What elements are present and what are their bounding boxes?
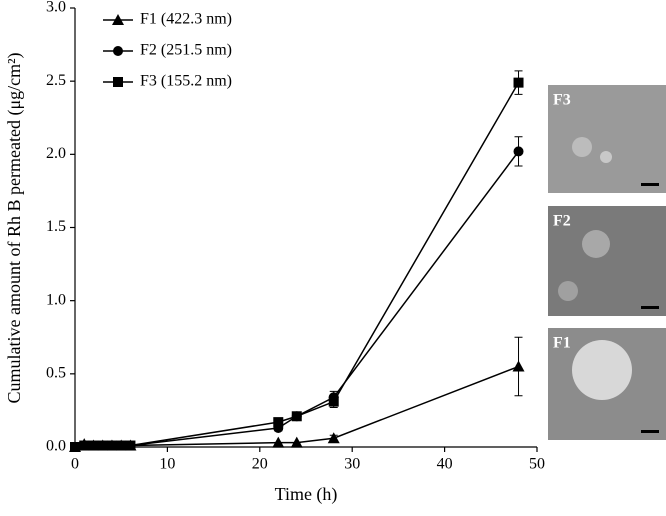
x-axis-label: Time (h) <box>275 484 338 505</box>
micrograph <box>548 85 666 193</box>
scale-bar <box>641 183 659 186</box>
particle <box>600 151 612 163</box>
particle <box>572 340 632 400</box>
x-tick-label: 50 <box>529 456 545 473</box>
x-tick-label: 20 <box>252 456 268 473</box>
marker <box>116 440 127 451</box>
x-tick-label: 30 <box>344 456 360 473</box>
inset-label: F2 <box>553 213 571 230</box>
legend-label: F3 (155.2 nm) <box>140 73 232 90</box>
marker <box>79 440 90 451</box>
particle <box>572 137 592 157</box>
series-line <box>74 150 520 448</box>
x-tick-label: 0 <box>71 456 79 473</box>
y-tick-label: 2.5 <box>46 72 66 89</box>
legend-label: F1 (422.3 nm) <box>140 11 232 28</box>
marker <box>327 432 340 444</box>
marker <box>97 440 108 451</box>
particle <box>558 281 578 301</box>
y-tick-label: 2.0 <box>46 145 66 162</box>
inset-label: F3 <box>553 92 571 109</box>
y-tick-label: 0.5 <box>46 365 66 382</box>
marker <box>290 436 303 448</box>
marker <box>513 77 524 88</box>
marker <box>272 436 285 448</box>
marker <box>291 411 302 422</box>
y-tick-label: 0.0 <box>46 438 66 455</box>
particle <box>582 230 610 258</box>
legend-label: F2 (251.5 nm) <box>140 42 232 59</box>
marker <box>70 442 80 452</box>
y-tick-label: 1.5 <box>46 218 66 235</box>
scale-bar <box>641 306 659 309</box>
series-line <box>74 365 519 448</box>
marker <box>113 46 123 56</box>
marker <box>512 360 525 372</box>
scale-bar <box>641 430 659 433</box>
marker <box>513 146 524 157</box>
marker <box>88 440 99 451</box>
marker <box>106 440 117 451</box>
marker <box>113 77 123 87</box>
y-tick-label: 1.0 <box>46 291 66 308</box>
x-tick-label: 10 <box>159 456 175 473</box>
inset-label: F1 <box>553 335 571 352</box>
marker <box>273 417 284 428</box>
y-axis-label: Cumulative amount of Rh B permeated (μg/… <box>4 53 25 404</box>
y-tick-label: 3.0 <box>46 0 66 16</box>
marker <box>328 396 339 407</box>
marker <box>112 14 124 25</box>
marker <box>125 440 136 451</box>
x-tick-label: 40 <box>437 456 453 473</box>
